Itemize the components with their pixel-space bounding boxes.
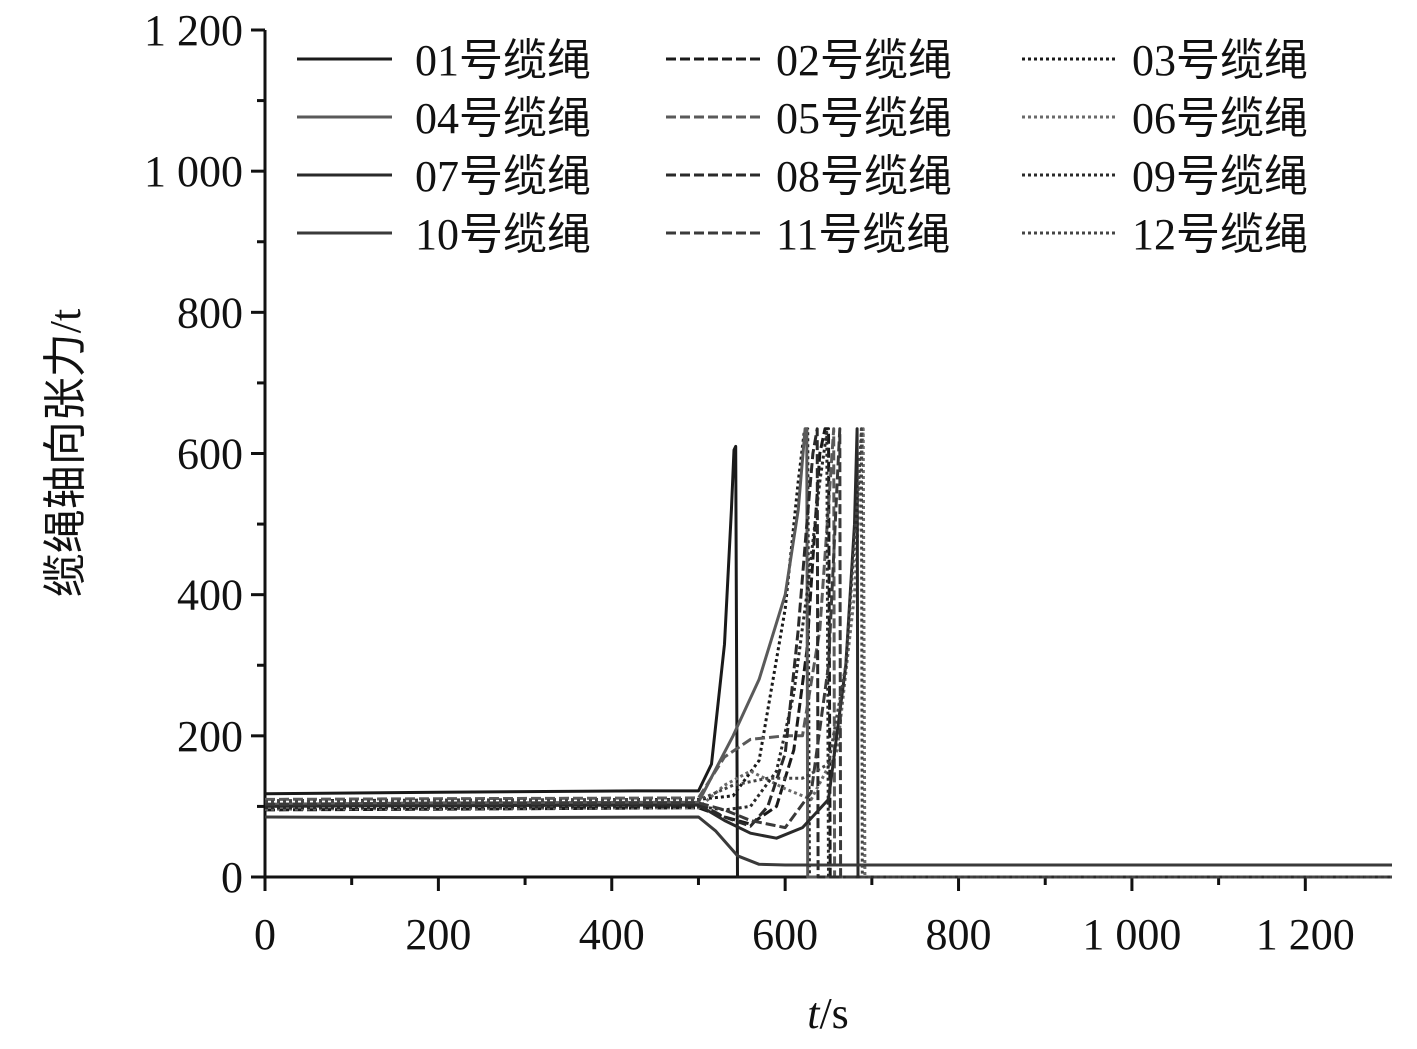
x-axis-title: t/s — [807, 989, 849, 1038]
legend-label-07: 07号缆绳 — [415, 152, 591, 201]
y-axis-ticks: 0 200 400 600 800 1 000 1 200 — [144, 6, 265, 902]
x-tick-label: 400 — [579, 910, 645, 959]
legend-label-12: 12号缆绳 — [1132, 210, 1308, 259]
x-axis-title-var: t — [807, 989, 821, 1038]
y-tick-label: 1 000 — [144, 147, 243, 196]
x-axis-title-unit: /s — [819, 989, 848, 1038]
series-line-08 — [264, 427, 1392, 879]
series-layer — [264, 427, 1392, 879]
series-line-09 — [264, 430, 1392, 879]
x-tick-label: 600 — [752, 910, 818, 959]
x-tick-label: 0 — [254, 910, 276, 959]
legend-label-05: 05号缆绳 — [776, 94, 952, 143]
legend-label-04: 04号缆绳 — [415, 94, 591, 143]
x-axis-ticks: 0 200 400 600 800 1 000 1 200 — [254, 877, 1355, 959]
x-tick-label: 1 200 — [1256, 910, 1355, 959]
series-line-04 — [264, 427, 1392, 879]
x-tick-label: 800 — [926, 910, 992, 959]
axes: 0 200 400 600 800 1 000 1 200 0 200 400 600 800 1 0… — [144, 6, 1392, 959]
y-tick-label: 400 — [177, 571, 243, 620]
legend-label-03: 03号缆绳 — [1132, 36, 1308, 85]
x-tick-label: 200 — [405, 910, 471, 959]
series-line-02 — [264, 427, 1392, 879]
y-axis-title: 缆绳轴向张力/t — [41, 309, 90, 597]
y-tick-label: 1 200 — [144, 6, 243, 55]
y-tick-label: 600 — [177, 430, 243, 479]
series-line-12 — [264, 427, 1392, 879]
legend-label-09: 09号缆绳 — [1132, 152, 1308, 201]
legend-label-11: 11号缆绳 — [776, 210, 950, 259]
legend: 01号缆绳 02号缆绳 03号缆绳 04号缆绳 05号缆绳 06号缆绳 07号缆绳 08号缆绳… — [297, 36, 1308, 259]
legend-label-08: 08号缆绳 — [776, 152, 952, 201]
legend-label-06: 06号缆绳 — [1132, 94, 1308, 143]
series-line-01 — [264, 444, 1392, 879]
y-tick-label: 800 — [177, 288, 243, 337]
legend-label-01: 01号缆绳 — [415, 36, 591, 85]
series-line-10 — [264, 815, 1392, 867]
legend-label-10: 10号缆绳 — [415, 210, 591, 259]
y-tick-label: 200 — [177, 712, 243, 761]
y-tick-label: 0 — [221, 853, 243, 902]
x-tick-label: 1 000 — [1082, 910, 1181, 959]
legend-label-02: 02号缆绳 — [776, 36, 952, 85]
